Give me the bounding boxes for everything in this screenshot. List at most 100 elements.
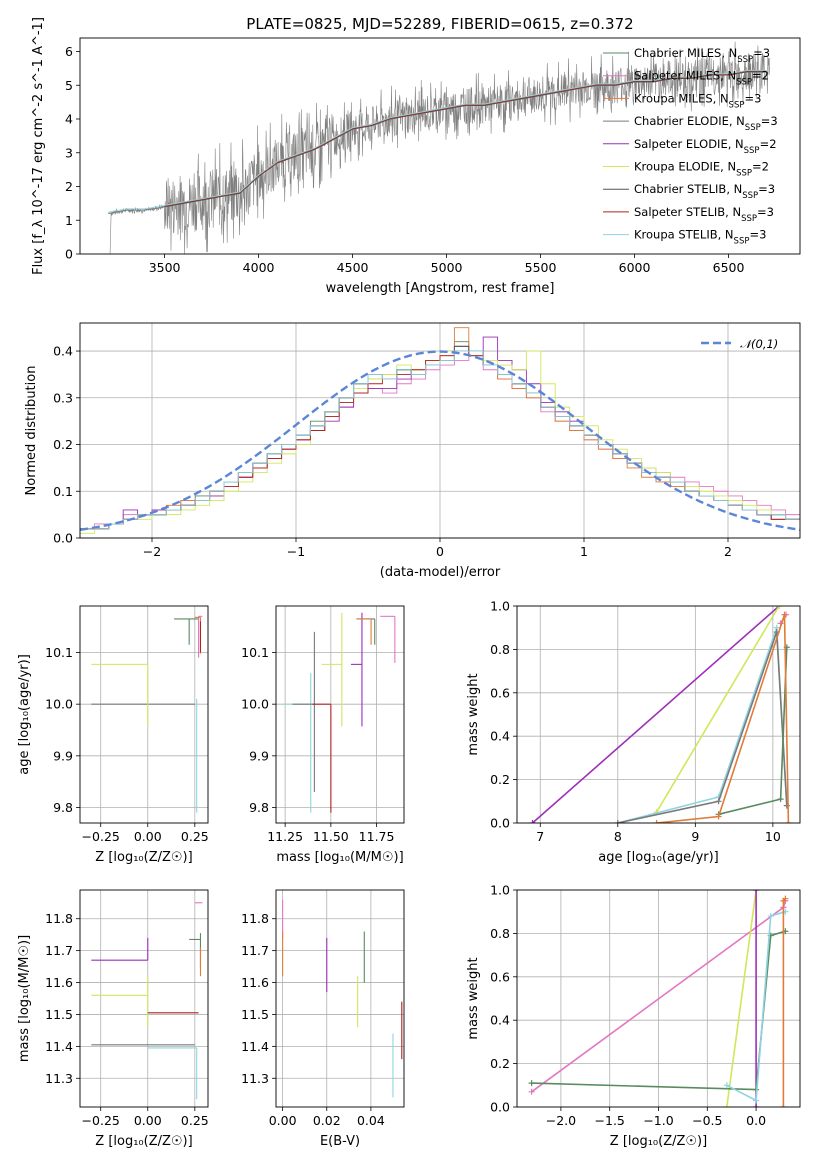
weight-marker <box>777 796 784 803</box>
age_vs_Z-xlabel: Z [log₁₀(Z/Z☉)] <box>95 850 192 865</box>
weight_vs_Z-ytick-label: 0.4 <box>490 1013 510 1028</box>
spectrum-model-line <box>164 71 767 208</box>
mass_vs_Z-ytick-label: 11.8 <box>45 911 73 926</box>
weight-line <box>726 910 786 1102</box>
spectrum-model-line <box>164 70 767 207</box>
age_vs_mass-plot <box>283 612 396 813</box>
weight-marker <box>653 820 660 823</box>
age_vs_Z-xtick-label: 0.00 <box>134 829 162 844</box>
residuals-ytick-label: 0.4 <box>53 344 73 359</box>
spectrum-ytick-label: 6 <box>65 44 73 59</box>
weight_vs_age-ytick-label: 0.0 <box>490 816 510 831</box>
weight_vs_age-ytick-label: 0.2 <box>490 772 510 787</box>
mass_vs_Z-xtick-label: −0.25 <box>82 1113 120 1128</box>
age_vs_mass-frame <box>275 605 405 824</box>
mass_vs_ebv-xtick-label: 0.04 <box>357 1113 385 1128</box>
age_vs_mass-xtick-label: 11.50 <box>313 829 349 844</box>
weight_vs_Z-xtick-label: −1.0 <box>643 1113 673 1128</box>
residuals-xtick-label: −1 <box>287 544 305 559</box>
weight_vs_age-plot <box>529 606 792 823</box>
weight-marker <box>529 820 536 823</box>
mass_vs_Z-ytick-label: 11.5 <box>45 1007 73 1022</box>
weight_vs_age-ytick-label: 0.6 <box>490 685 510 700</box>
weight_vs_age-xtick-label: 7 <box>536 829 544 844</box>
age_vs_Z-xtick-label: 0.25 <box>181 829 209 844</box>
weight-line <box>531 606 780 823</box>
mass_vs_Z-xtick-label: 0.25 <box>181 1113 209 1128</box>
residuals-ytick-label: 0.0 <box>53 531 73 546</box>
residuals-frame <box>79 322 801 539</box>
mass_vs_Z-xtick-label: 0.00 <box>134 1113 162 1128</box>
weight_vs_age-ytick-label: 0.4 <box>490 729 510 744</box>
weight-marker <box>528 1088 535 1095</box>
mass_vs_ebv-ytick-label: 11.3 <box>241 1071 269 1086</box>
spectrum-xtick-label: 6500 <box>713 260 745 275</box>
weight_vs_Z-xlabel: Z [log₁₀(Z/Z☉)] <box>610 1134 707 1149</box>
spectrum-ytick-label: 5 <box>65 78 73 93</box>
residuals-plot <box>80 327 800 538</box>
mass_vs_ebv-ytick-label: 11.6 <box>241 975 269 990</box>
spectrum-data-line <box>109 41 771 254</box>
age_vs_mass-xlabel: mass [log₁₀(M/M☉)] <box>276 850 403 865</box>
error-bar-point <box>380 615 396 663</box>
residuals-xtick-label: 2 <box>724 544 732 559</box>
weight-marker <box>781 611 788 618</box>
weight_vs_age-xtick-label: 9 <box>691 829 699 844</box>
age_vs_mass-ytick-label: 10.1 <box>241 645 269 660</box>
spectrum-xtick-label: 4000 <box>243 260 275 275</box>
mass_vs_Z-ytick-label: 11.7 <box>45 943 73 958</box>
weight-marker <box>614 820 621 823</box>
age_vs_mass-axes: 11.25 11.50 11.75 9.8 9.9 10.0 10.1 mass [log₁₀… <box>241 605 405 865</box>
age_vs_mass-xtick-label: 11.75 <box>359 829 395 844</box>
error-bar-point <box>312 703 332 813</box>
weight_vs_age-ytick-label: 0.8 <box>490 642 510 657</box>
weight-marker <box>723 1082 730 1089</box>
mass_vs_ebv-ytick-label: 11.4 <box>241 1039 269 1054</box>
weight-marker <box>753 890 760 893</box>
weight_vs_Z-xtick-label: −2.0 <box>546 1113 576 1128</box>
mass_vs_ebv-ytick-label: 11.7 <box>241 943 269 958</box>
weight_vs_age-axes: 7 8 9 10 0.0 0.2 0.4 0.6 0.8 1.0 age [log₁₀(age/yr… <box>466 599 801 865</box>
residual-histogram <box>80 350 800 538</box>
weight_vs_age-xtick-label: 8 <box>614 829 622 844</box>
mass_vs_Z-ytick-label: 11.6 <box>45 975 73 990</box>
residuals-axes: −2 −1 0 1 2 0.0 0.1 0.2 0.3 0.4 (data-model)/error… <box>24 322 801 580</box>
weight_vs_age-frame <box>516 605 801 824</box>
weight-marker <box>715 798 722 805</box>
spectrum-xtick-label: 5500 <box>525 260 557 275</box>
age_vs_mass-ytick-label: 9.8 <box>249 800 269 815</box>
error-bar-point <box>321 612 343 727</box>
spectrum-frame <box>79 37 801 255</box>
weight_vs_age-xtick-label: 10 <box>765 829 781 844</box>
mass_vs_ebv-xlabel: E(B-V) <box>320 1134 360 1149</box>
weight-marker <box>782 895 789 902</box>
error-bar-point <box>198 615 203 658</box>
mass_vs_ebv-xtick-label: 0.00 <box>269 1113 297 1128</box>
error-bar-point <box>350 612 363 727</box>
spectrum-plot <box>108 41 771 254</box>
age_vs_Z-ylabel: age [log₁₀(age/yr)] <box>17 654 32 775</box>
weight_vs_Z-xtick-label: −1.5 <box>595 1113 625 1128</box>
figure-title: PLATE=0825, MJD=52289, FIBERID=0615, z=0… <box>246 15 633 33</box>
weight-marker <box>776 606 783 609</box>
weight_vs_Z-frame <box>516 889 801 1108</box>
residuals-ytick-label: 0.2 <box>53 437 73 452</box>
age_vs_mass-ytick-label: 10.0 <box>241 697 269 712</box>
age_vs_Z-plot <box>91 615 203 813</box>
spectrum-model-line <box>108 69 767 213</box>
weight-marker <box>753 1104 760 1107</box>
weight_vs_Z-plot <box>528 890 789 1107</box>
legend-label: 𝒩(0,1) <box>740 337 778 351</box>
residuals-ylabel: Normed distribution <box>24 366 39 496</box>
age_vs_Z-frame <box>79 605 209 824</box>
weight_vs_Z-ytick-label: 1.0 <box>490 883 510 898</box>
spectrum-xtick-label: 4500 <box>337 260 369 275</box>
error-bar-point <box>292 631 315 792</box>
mass_vs_Z-ytick-label: 11.4 <box>45 1039 73 1054</box>
mass_vs_Z-ylabel: mass [log₁₀(M/M☉)] <box>17 935 32 1062</box>
spectrum-ytick-label: 4 <box>65 112 73 127</box>
residuals-xtick-label: −2 <box>143 544 161 559</box>
weight-marker <box>767 913 774 920</box>
mass_vs_ebv-ytick-label: 11.8 <box>241 911 269 926</box>
